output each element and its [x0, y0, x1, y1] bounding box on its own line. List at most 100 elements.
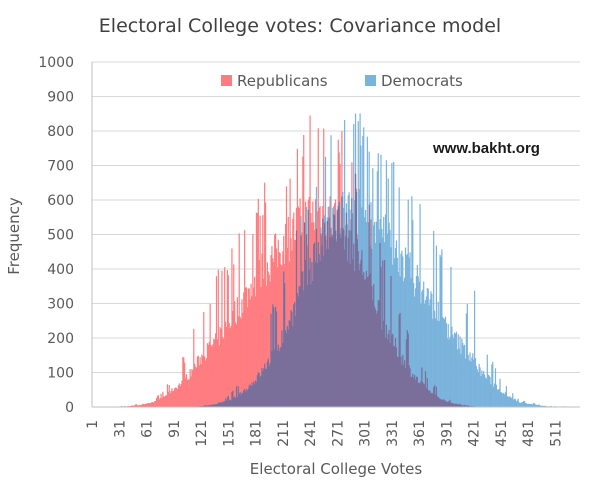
- bar-republicans: [186, 379, 189, 407]
- bar-overlap: [323, 255, 325, 407]
- bar-overlap: [376, 311, 378, 407]
- bar-republicans: [176, 389, 179, 407]
- bar-democrats: [398, 187, 400, 407]
- bar-overlap: [333, 214, 335, 407]
- bar-overlap: [390, 275, 392, 407]
- bar-democrats: [388, 222, 390, 407]
- bar-overlap: [377, 300, 379, 407]
- legend-item-republicans[interactable]: Republicans: [221, 72, 328, 90]
- bar-republicans: [135, 404, 138, 407]
- bar-overlap: [236, 397, 239, 407]
- bar-overlap: [314, 262, 317, 407]
- bar-democrats: [505, 385, 507, 407]
- bar-republicans: [220, 328, 222, 407]
- bar-overlap: [267, 358, 269, 407]
- bar-republicans: [224, 267, 226, 407]
- bar-overlap: [381, 329, 383, 407]
- bar-democrats: [493, 383, 496, 407]
- bar-overlap: [338, 202, 340, 407]
- bar-overlap: [244, 391, 247, 407]
- bar-overlap: [431, 392, 433, 407]
- bar-overlap: [398, 314, 400, 407]
- bar-overlap: [269, 363, 271, 407]
- bar-democrats: [414, 288, 417, 407]
- x-tick-label: 451: [494, 420, 510, 447]
- bar-overlap: [438, 398, 440, 407]
- bar-republicans: [285, 186, 288, 407]
- bar-overlap: [459, 403, 461, 407]
- bar-overlap: [250, 386, 252, 407]
- bar-overlap: [357, 251, 359, 407]
- bar-overlap: [456, 404, 458, 407]
- bar-democrats: [487, 374, 489, 407]
- bar-overlap: [406, 330, 408, 407]
- bar-overlap: [205, 405, 208, 407]
- bar-republicans: [214, 339, 216, 407]
- bar-republicans: [218, 345, 220, 407]
- bar-overlap: [254, 380, 257, 407]
- bar-democrats: [462, 342, 464, 407]
- bar-republicans: [168, 385, 170, 407]
- bar-overlap: [453, 403, 456, 407]
- bar-democrats: [397, 271, 399, 407]
- bar-democrats: [521, 402, 523, 407]
- bar-democrats: [490, 384, 492, 407]
- bar-overlap: [271, 350, 273, 407]
- bar-democrats: [485, 378, 488, 407]
- bar-republicans: [267, 271, 269, 407]
- bar-republicans: [231, 248, 233, 407]
- bar-democrats: [534, 404, 537, 407]
- bar-republicans: [138, 405, 140, 407]
- bar-overlap: [310, 284, 312, 407]
- bar-overlap: [349, 263, 351, 407]
- bar-democrats: [405, 254, 408, 407]
- bar-overlap: [364, 279, 366, 407]
- bar-overlap: [312, 280, 314, 407]
- bar-democrats: [533, 403, 535, 407]
- bar-overlap: [365, 270, 368, 407]
- bar-republicans: [162, 391, 164, 407]
- bar-overlap: [416, 376, 418, 407]
- bar-overlap: [373, 284, 375, 407]
- bar-democrats: [427, 288, 429, 407]
- bar-overlap: [245, 389, 248, 407]
- bar-democrats: [413, 282, 415, 407]
- bar-republicans: [197, 355, 199, 407]
- bar-democrats: [461, 338, 463, 407]
- legend-item-democrats[interactable]: Democrats: [365, 72, 463, 90]
- bar-overlap: [300, 235, 302, 407]
- bar-overlap: [206, 405, 209, 407]
- bar-democrats: [426, 288, 428, 407]
- bar-democrats: [454, 333, 457, 407]
- y-tick-label: 300: [47, 297, 74, 313]
- bar-overlap: [214, 404, 216, 407]
- bar-republicans: [253, 287, 255, 407]
- bar-republicans: [279, 253, 281, 407]
- bar-republicans: [241, 299, 243, 407]
- bar-overlap: [386, 339, 388, 407]
- bar-democrats: [533, 403, 536, 407]
- bar-republicans: [169, 393, 171, 407]
- bar-republicans: [264, 182, 266, 407]
- bar-republicans: [233, 264, 235, 407]
- bar-democrats: [476, 369, 478, 407]
- bar-republicans: [247, 288, 249, 407]
- bar-overlap: [455, 403, 458, 407]
- bar-overlap: [272, 304, 274, 407]
- bar-republicans: [248, 288, 250, 407]
- bar-overlap: [327, 248, 329, 407]
- bar-overlap: [276, 350, 278, 407]
- bar-republicans: [135, 404, 137, 407]
- bar-democrats: [503, 392, 505, 407]
- bar-democrats: [417, 276, 419, 407]
- bar-democrats: [431, 293, 433, 407]
- bar-overlap: [337, 206, 339, 407]
- bar-republicans: [150, 402, 152, 407]
- bar-overlap: [433, 387, 435, 407]
- bar-democrats: [444, 316, 447, 407]
- bar-republicans: [244, 287, 247, 407]
- bar-overlap: [335, 241, 338, 407]
- bar-republicans: [184, 377, 187, 407]
- bar-republicans: [165, 395, 168, 407]
- bar-overlap: [233, 397, 235, 407]
